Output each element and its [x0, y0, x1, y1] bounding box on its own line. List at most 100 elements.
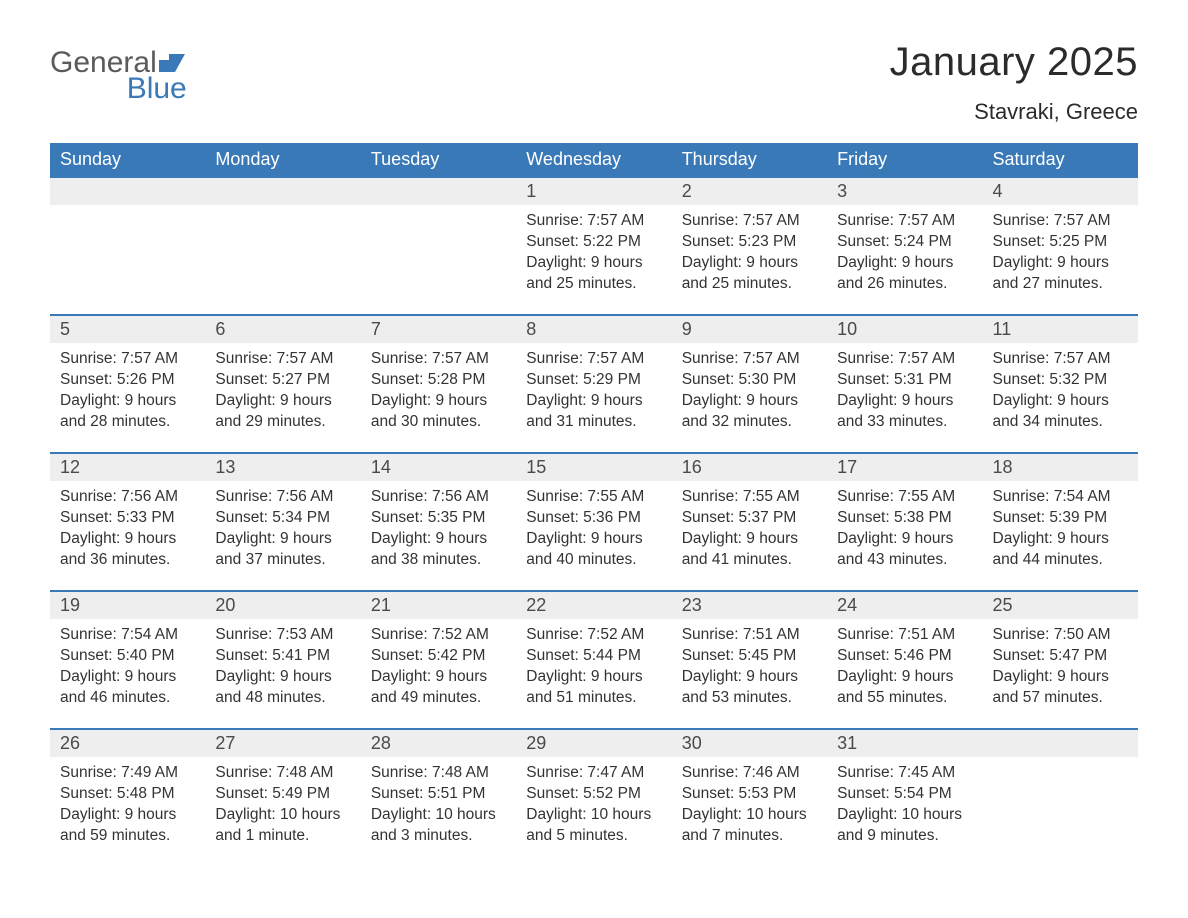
day-header-row: SundayMondayTuesdayWednesdayThursdayFrid… [50, 143, 1138, 177]
sunrise-line: Sunrise: 7:51 AM [837, 625, 972, 646]
daylight-line: Daylight: 9 hours and 44 minutes. [993, 529, 1128, 571]
daylight-line: Daylight: 9 hours and 25 minutes. [526, 253, 661, 295]
week-daynum-row: 567891011 [50, 315, 1138, 343]
sunrise-line: Sunrise: 7:49 AM [60, 763, 195, 784]
page-title: January 2025 [890, 40, 1138, 85]
sunrise-line: Sunrise: 7:56 AM [371, 487, 506, 508]
day-content-cell: Sunrise: 7:54 AMSunset: 5:40 PMDaylight:… [50, 619, 205, 729]
sunset-line: Sunset: 5:33 PM [60, 508, 195, 529]
daylight-line: Daylight: 9 hours and 51 minutes. [526, 667, 661, 709]
daylight-line: Daylight: 10 hours and 7 minutes. [682, 805, 817, 847]
day-content-cell: Sunrise: 7:56 AMSunset: 5:35 PMDaylight:… [361, 481, 516, 591]
day-content-cell [205, 205, 360, 315]
daylight-line: Daylight: 9 hours and 48 minutes. [215, 667, 350, 709]
daylight-line: Daylight: 9 hours and 26 minutes. [837, 253, 972, 295]
day-header: Sunday [50, 143, 205, 177]
sunset-line: Sunset: 5:24 PM [837, 232, 972, 253]
sunrise-line: Sunrise: 7:57 AM [837, 211, 972, 232]
sunset-line: Sunset: 5:28 PM [371, 370, 506, 391]
sunrise-line: Sunrise: 7:57 AM [682, 211, 817, 232]
day-number-cell: 26 [50, 729, 205, 757]
day-content-cell: Sunrise: 7:57 AMSunset: 5:26 PMDaylight:… [50, 343, 205, 453]
sunrise-line: Sunrise: 7:55 AM [526, 487, 661, 508]
sunrise-line: Sunrise: 7:48 AM [371, 763, 506, 784]
daylight-line: Daylight: 9 hours and 34 minutes. [993, 391, 1128, 433]
day-number-cell: 13 [205, 453, 360, 481]
day-content-cell: Sunrise: 7:56 AMSunset: 5:33 PMDaylight:… [50, 481, 205, 591]
day-content-cell [361, 205, 516, 315]
day-content-cell: Sunrise: 7:47 AMSunset: 5:52 PMDaylight:… [516, 757, 671, 867]
week-daynum-row: 19202122232425 [50, 591, 1138, 619]
day-content-cell: Sunrise: 7:52 AMSunset: 5:42 PMDaylight:… [361, 619, 516, 729]
sunrise-line: Sunrise: 7:57 AM [993, 349, 1128, 370]
calendar-table: SundayMondayTuesdayWednesdayThursdayFrid… [50, 143, 1138, 867]
sunrise-line: Sunrise: 7:46 AM [682, 763, 817, 784]
daylight-line: Daylight: 9 hours and 46 minutes. [60, 667, 195, 709]
daylight-line: Daylight: 10 hours and 9 minutes. [837, 805, 972, 847]
day-number-cell: 7 [361, 315, 516, 343]
day-number-cell: 10 [827, 315, 982, 343]
day-content-cell: Sunrise: 7:45 AMSunset: 5:54 PMDaylight:… [827, 757, 982, 867]
sunset-line: Sunset: 5:41 PM [215, 646, 350, 667]
sunset-line: Sunset: 5:29 PM [526, 370, 661, 391]
sunrise-line: Sunrise: 7:47 AM [526, 763, 661, 784]
daylight-line: Daylight: 9 hours and 49 minutes. [371, 667, 506, 709]
daylight-line: Daylight: 9 hours and 38 minutes. [371, 529, 506, 571]
sunset-line: Sunset: 5:42 PM [371, 646, 506, 667]
week-daynum-row: 262728293031 [50, 729, 1138, 757]
day-content-cell: Sunrise: 7:55 AMSunset: 5:38 PMDaylight:… [827, 481, 982, 591]
day-number-cell: 24 [827, 591, 982, 619]
sunrise-line: Sunrise: 7:55 AM [682, 487, 817, 508]
daylight-line: Daylight: 9 hours and 57 minutes. [993, 667, 1128, 709]
day-number-cell: 15 [516, 453, 671, 481]
sunset-line: Sunset: 5:38 PM [837, 508, 972, 529]
day-header: Wednesday [516, 143, 671, 177]
sunset-line: Sunset: 5:49 PM [215, 784, 350, 805]
day-content-cell: Sunrise: 7:57 AMSunset: 5:30 PMDaylight:… [672, 343, 827, 453]
page-subtitle: Stavraki, Greece [890, 99, 1138, 125]
day-content-cell: Sunrise: 7:54 AMSunset: 5:39 PMDaylight:… [983, 481, 1138, 591]
day-header: Thursday [672, 143, 827, 177]
daylight-line: Daylight: 9 hours and 36 minutes. [60, 529, 195, 571]
header: General Blue January 2025 Stavraki, Gree… [50, 40, 1138, 125]
day-content-cell: Sunrise: 7:55 AMSunset: 5:37 PMDaylight:… [672, 481, 827, 591]
calendar-thead: SundayMondayTuesdayWednesdayThursdayFrid… [50, 143, 1138, 177]
daylight-line: Daylight: 10 hours and 1 minute. [215, 805, 350, 847]
daylight-line: Daylight: 9 hours and 31 minutes. [526, 391, 661, 433]
sunset-line: Sunset: 5:51 PM [371, 784, 506, 805]
daylight-line: Daylight: 9 hours and 27 minutes. [993, 253, 1128, 295]
day-content-cell: Sunrise: 7:57 AMSunset: 5:31 PMDaylight:… [827, 343, 982, 453]
sunrise-line: Sunrise: 7:56 AM [60, 487, 195, 508]
sunrise-line: Sunrise: 7:56 AM [215, 487, 350, 508]
day-content-cell: Sunrise: 7:57 AMSunset: 5:27 PMDaylight:… [205, 343, 360, 453]
sunset-line: Sunset: 5:45 PM [682, 646, 817, 667]
day-number-cell: 9 [672, 315, 827, 343]
daylight-line: Daylight: 9 hours and 28 minutes. [60, 391, 195, 433]
day-number-cell: 6 [205, 315, 360, 343]
sunset-line: Sunset: 5:25 PM [993, 232, 1128, 253]
sunset-line: Sunset: 5:35 PM [371, 508, 506, 529]
day-number-cell: 11 [983, 315, 1138, 343]
sunset-line: Sunset: 5:27 PM [215, 370, 350, 391]
day-number-cell: 17 [827, 453, 982, 481]
day-number-cell: 27 [205, 729, 360, 757]
sunset-line: Sunset: 5:48 PM [60, 784, 195, 805]
daylight-line: Daylight: 9 hours and 30 minutes. [371, 391, 506, 433]
day-number-cell: 18 [983, 453, 1138, 481]
logo-text: General Blue [50, 48, 187, 104]
sunset-line: Sunset: 5:52 PM [526, 784, 661, 805]
day-content-cell: Sunrise: 7:55 AMSunset: 5:36 PMDaylight:… [516, 481, 671, 591]
daylight-line: Daylight: 9 hours and 59 minutes. [60, 805, 195, 847]
sunset-line: Sunset: 5:26 PM [60, 370, 195, 391]
sunrise-line: Sunrise: 7:57 AM [60, 349, 195, 370]
sunrise-line: Sunrise: 7:54 AM [993, 487, 1128, 508]
sunrise-line: Sunrise: 7:52 AM [526, 625, 661, 646]
day-content-cell [983, 757, 1138, 867]
sunset-line: Sunset: 5:47 PM [993, 646, 1128, 667]
day-header: Monday [205, 143, 360, 177]
title-block: January 2025 Stavraki, Greece [890, 40, 1138, 125]
sunrise-line: Sunrise: 7:52 AM [371, 625, 506, 646]
day-number-cell: 4 [983, 177, 1138, 205]
week-content-row: Sunrise: 7:56 AMSunset: 5:33 PMDaylight:… [50, 481, 1138, 591]
daylight-line: Daylight: 9 hours and 32 minutes. [682, 391, 817, 433]
